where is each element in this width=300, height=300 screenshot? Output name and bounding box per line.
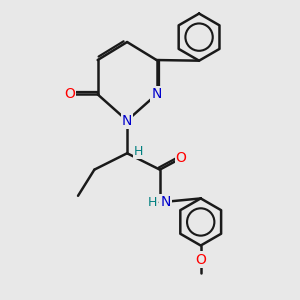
Text: O: O: [195, 253, 206, 267]
Text: O: O: [64, 87, 75, 101]
Text: H: H: [134, 145, 143, 158]
Text: N: N: [160, 195, 171, 209]
Text: O: O: [176, 151, 187, 165]
Text: H: H: [148, 196, 157, 209]
Text: N: N: [122, 114, 132, 128]
Text: N: N: [152, 87, 162, 101]
